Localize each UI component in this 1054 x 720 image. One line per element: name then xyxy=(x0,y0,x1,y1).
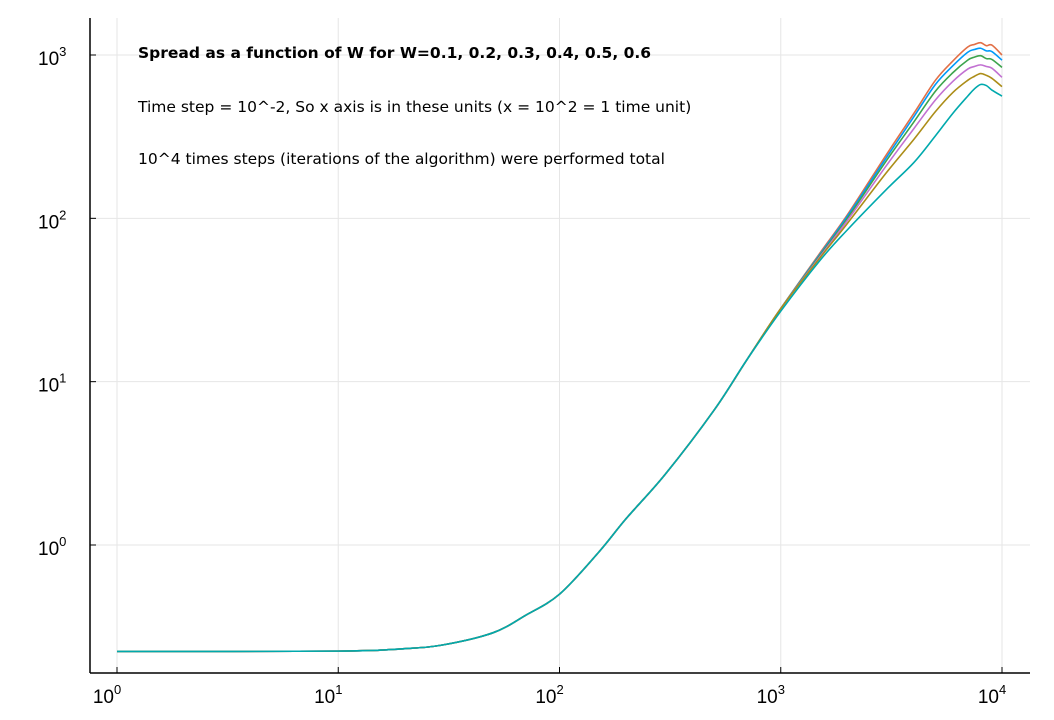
series-lines xyxy=(116,41,1003,653)
grid xyxy=(90,18,1030,673)
annotation-iterations: 10^4 times steps (iterations of the algo… xyxy=(138,150,665,168)
tick-labels: 100 101 102 103 104 100 101 102 103 xyxy=(38,44,1006,708)
y-tick-label: 100 xyxy=(38,534,66,560)
annotation-title: Spread as a function of W for W=0.1, 0.2… xyxy=(138,44,651,62)
x-tick-label: 104 xyxy=(978,682,1006,708)
x-tick-label: 102 xyxy=(535,682,563,708)
y-tick-label: 101 xyxy=(38,371,66,397)
x-tick-label: 101 xyxy=(314,682,342,708)
series-line-6 xyxy=(116,83,1003,653)
annotations: Spread as a function of W for W=0.1, 0.2… xyxy=(137,44,691,168)
x-tick-label: 103 xyxy=(757,682,785,708)
annotation-timestep: Time step = 10^-2, So x axis is in these… xyxy=(137,98,691,116)
y-tick-label: 102 xyxy=(38,207,66,233)
y-tick-label: 103 xyxy=(38,44,66,70)
x-tick-label: 100 xyxy=(93,682,121,708)
